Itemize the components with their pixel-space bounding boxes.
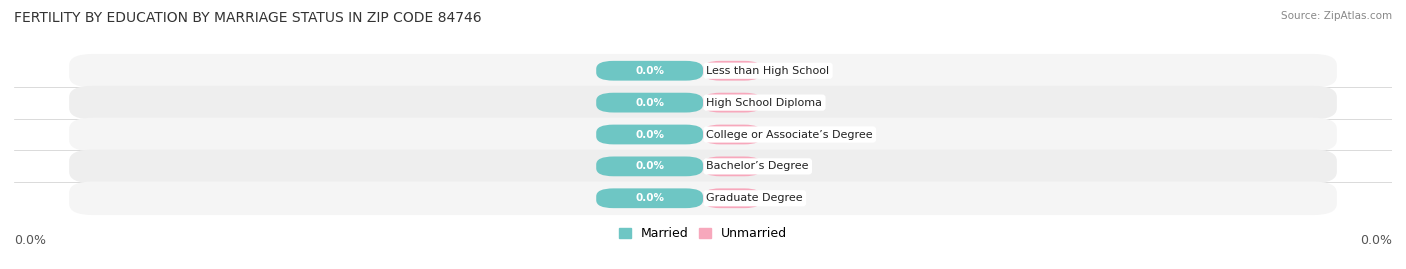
FancyBboxPatch shape <box>703 93 762 112</box>
FancyBboxPatch shape <box>596 93 703 112</box>
Text: Graduate Degree: Graduate Degree <box>706 193 803 203</box>
Text: 0.0%: 0.0% <box>636 66 664 76</box>
Text: 0.0%: 0.0% <box>636 193 664 203</box>
FancyBboxPatch shape <box>703 125 762 144</box>
FancyBboxPatch shape <box>703 61 762 81</box>
FancyBboxPatch shape <box>596 157 703 176</box>
Text: 0.0%: 0.0% <box>718 98 747 108</box>
FancyBboxPatch shape <box>69 118 1337 151</box>
Text: 0.0%: 0.0% <box>718 129 747 140</box>
Text: 0.0%: 0.0% <box>718 161 747 171</box>
Text: 0.0%: 0.0% <box>636 98 664 108</box>
FancyBboxPatch shape <box>596 188 703 208</box>
Legend: Married, Unmarried: Married, Unmarried <box>613 222 793 245</box>
Text: 0.0%: 0.0% <box>14 234 46 247</box>
FancyBboxPatch shape <box>69 54 1337 87</box>
FancyBboxPatch shape <box>703 157 762 176</box>
Text: 0.0%: 0.0% <box>718 193 747 203</box>
Text: Less than High School: Less than High School <box>706 66 830 76</box>
Text: Source: ZipAtlas.com: Source: ZipAtlas.com <box>1281 11 1392 21</box>
FancyBboxPatch shape <box>596 61 703 81</box>
Text: 0.0%: 0.0% <box>1360 234 1392 247</box>
FancyBboxPatch shape <box>69 86 1337 119</box>
Text: 0.0%: 0.0% <box>636 129 664 140</box>
FancyBboxPatch shape <box>703 188 762 208</box>
FancyBboxPatch shape <box>69 150 1337 183</box>
Text: 0.0%: 0.0% <box>636 161 664 171</box>
Text: 0.0%: 0.0% <box>718 66 747 76</box>
Text: College or Associate’s Degree: College or Associate’s Degree <box>706 129 873 140</box>
Text: FERTILITY BY EDUCATION BY MARRIAGE STATUS IN ZIP CODE 84746: FERTILITY BY EDUCATION BY MARRIAGE STATU… <box>14 11 482 25</box>
FancyBboxPatch shape <box>69 182 1337 215</box>
Text: High School Diploma: High School Diploma <box>706 98 823 108</box>
Text: Bachelor’s Degree: Bachelor’s Degree <box>706 161 808 171</box>
FancyBboxPatch shape <box>596 125 703 144</box>
